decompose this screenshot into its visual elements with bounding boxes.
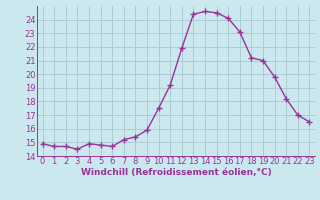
X-axis label: Windchill (Refroidissement éolien,°C): Windchill (Refroidissement éolien,°C) [81,168,271,177]
